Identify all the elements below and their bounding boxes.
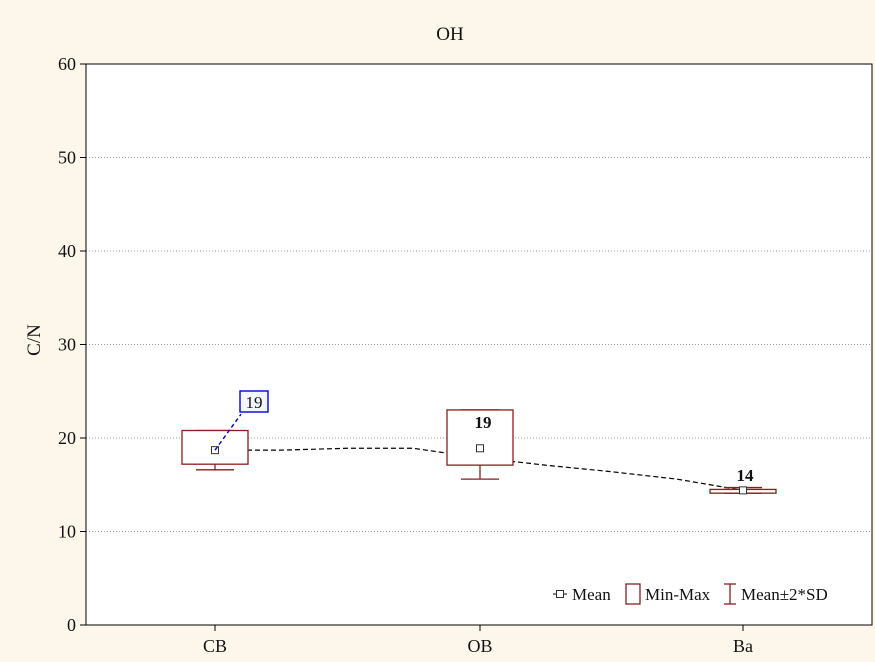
axes: 0 10 20 30 40 50 60 CB OB Ba [58, 54, 753, 656]
legend-minmax-swatch [625, 583, 641, 605]
data-label: 19 [246, 393, 263, 412]
callout-leader [214, 413, 242, 451]
chart-title: OH [436, 24, 464, 45]
legend-label-sd: Mean±2*SD [741, 585, 828, 604]
x-tick-label: OB [467, 636, 492, 656]
x-tick-label: Ba [733, 636, 753, 656]
legend-label-mean: Mean [572, 585, 611, 604]
y-tick-label: 50 [58, 148, 76, 168]
mean-marker [739, 486, 747, 495]
legend-label-minmax: Min-Max [645, 585, 711, 604]
y-tick-label: 0 [67, 615, 76, 635]
y-axis-label: C/N [24, 324, 45, 356]
data-label: 19 [475, 413, 492, 432]
y-tick-label: 40 [58, 241, 76, 261]
mean-marker [476, 444, 484, 453]
y-tick-label: 10 [58, 522, 76, 542]
min-max-box [446, 409, 514, 466]
y-tick-label: 20 [58, 428, 76, 448]
data-label: 14 [737, 466, 755, 485]
legend: Mean Min-Max Mean±2*SD [553, 583, 828, 605]
callout-box [239, 390, 269, 413]
x-tick-label: CB [203, 636, 227, 656]
data-labels: 19 19 14 [214, 390, 755, 485]
box-group [181, 409, 777, 495]
y-tick-label: 60 [58, 54, 76, 74]
legend-mean-marker [556, 590, 564, 598]
y-tick-label: 30 [58, 335, 76, 355]
